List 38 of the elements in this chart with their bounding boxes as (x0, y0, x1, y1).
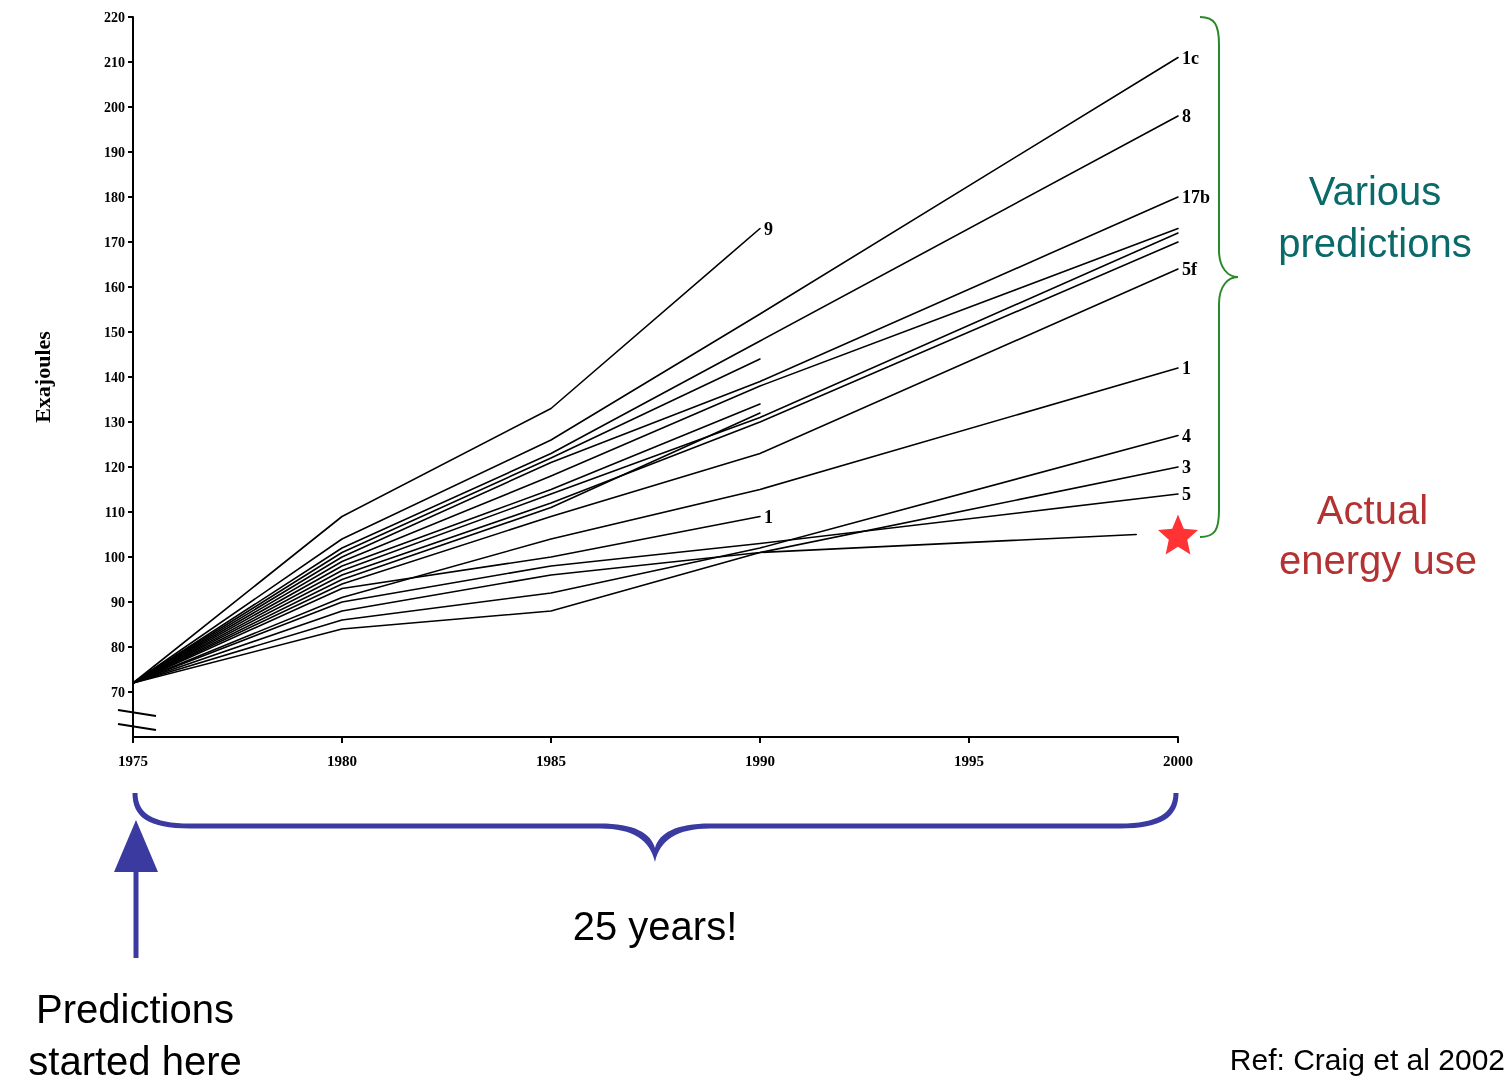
y-tick-label: 150 (104, 324, 125, 340)
series-label: 8 (1182, 106, 1191, 126)
y-tick-label: 140 (104, 369, 125, 385)
text: Actual energy use (1279, 487, 1477, 582)
x-tick-label: 1980 (327, 752, 357, 769)
y-tick-label: 200 (104, 99, 125, 115)
y-tick-label: 70 (111, 684, 125, 700)
x-tick-label: 1985 (536, 752, 566, 769)
y-tick-label: 100 (104, 549, 125, 565)
series-label: 5f (1182, 259, 1198, 279)
text: Predictions started here (27, 986, 243, 1085)
x-tick-label: 2000 (1163, 752, 1193, 769)
y-tick-label: 80 (111, 639, 125, 655)
series-label: 1 (764, 506, 773, 527)
y-tick-label: 210 (104, 54, 125, 70)
series-label: 9 (764, 218, 773, 239)
y-axis-title: Exajoules (29, 330, 55, 423)
y-tick-label: 170 (104, 234, 125, 250)
text: Ref: Craig et al 2002 (1228, 1042, 1505, 1078)
text: Various predictions (1277, 168, 1473, 267)
x-tick-label: 1990 (745, 752, 775, 769)
series-label: 17b (1182, 187, 1211, 207)
x-tick-label: 1995 (954, 752, 984, 769)
y-tick-label: 110 (104, 504, 125, 520)
series-label: 3 (1182, 457, 1191, 477)
y-tick-label: 90 (111, 594, 125, 610)
text: 25 years! (571, 903, 739, 950)
y-tick-label: 130 (104, 414, 125, 430)
y-tick-label: 220 (104, 9, 125, 25)
series-label: 1 (1182, 358, 1191, 378)
x-tick-label: 1975 (118, 752, 148, 769)
series-label: 4 (1182, 425, 1191, 446)
y-tick-label: 180 (104, 189, 125, 205)
y-tick-label: 120 (104, 459, 125, 475)
y-tick-label: 190 (104, 144, 125, 160)
series-label: 5 (1182, 484, 1191, 504)
y-tick-label: 160 (104, 279, 125, 295)
series-label: 1c (1182, 47, 1199, 68)
